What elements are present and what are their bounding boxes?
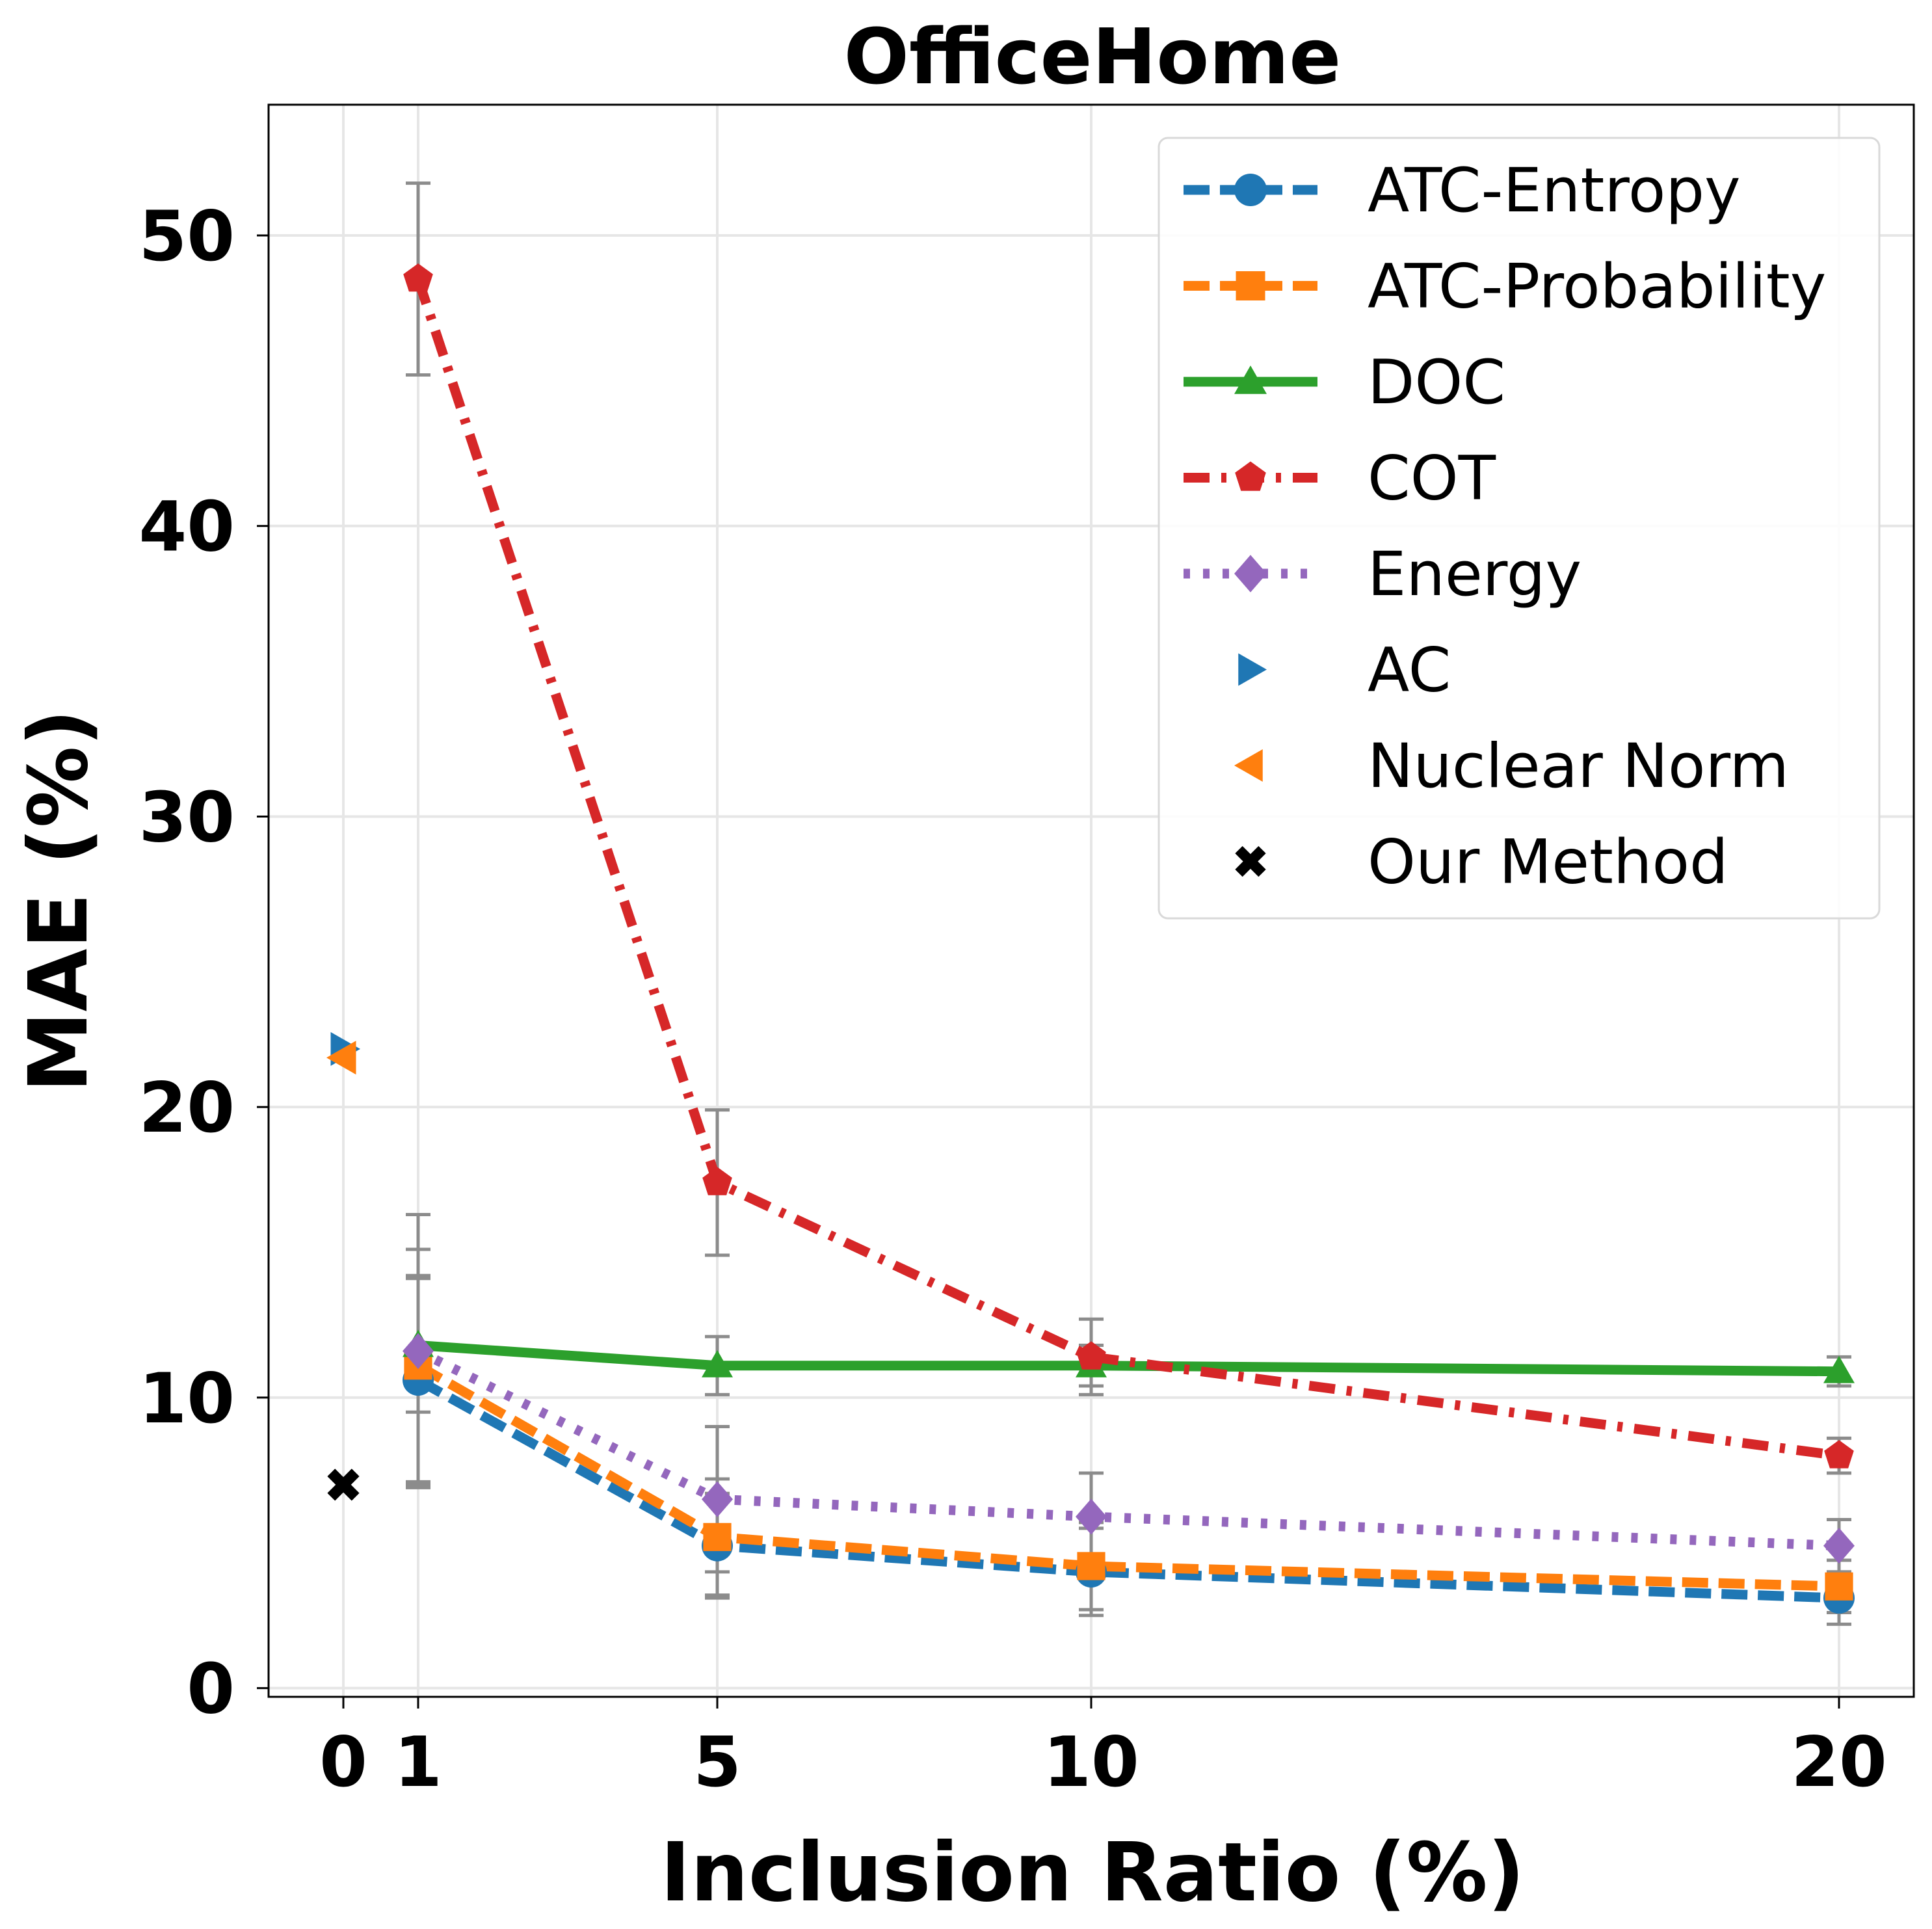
legend-label-ac: AC <box>1368 635 1451 706</box>
series-markers <box>326 263 1855 1614</box>
legend-label-our-method: Our Method <box>1368 827 1728 898</box>
x-tick-label-4: 20 <box>1791 1722 1887 1802</box>
data-point-energy-2 <box>1076 1498 1107 1535</box>
series-line-cot <box>413 277 1840 1461</box>
legend-label-energy: Energy <box>1368 539 1581 610</box>
legend-item-nuclear-norm: Nuclear Norm <box>1234 731 1789 802</box>
x-axis-label: Inclusion Ratio (%) <box>660 1826 1524 1920</box>
data-point-atc-probability-3 <box>1825 1572 1853 1601</box>
legend-label-cot: COT <box>1368 444 1496 514</box>
data-point-energy-0 <box>403 1333 434 1370</box>
y-tick-label-4: 40 <box>139 487 235 567</box>
legend-item-atc-probability: ATC-Probability <box>1184 252 1826 323</box>
legend-marker-doc <box>1234 366 1267 394</box>
legend-label-atc-probability: ATC-Probability <box>1368 252 1826 323</box>
y-axis-label: MAE (%) <box>12 709 106 1093</box>
legend-marker-ac <box>1238 653 1267 686</box>
y-tick-label-3: 30 <box>139 777 235 857</box>
legend-item-our-method: Our Method <box>1235 827 1728 898</box>
data-point-doc-3 <box>1823 1355 1855 1383</box>
data-point-cot-3 <box>1824 1440 1854 1469</box>
legend-box <box>1158 137 1881 920</box>
legend-item-energy: Energy <box>1184 539 1581 610</box>
y-tick-label-2: 20 <box>139 1068 235 1148</box>
data-point-atc-probability-2 <box>1077 1552 1105 1580</box>
series-lines <box>413 277 1840 1603</box>
legend-item-cot: COT <box>1184 444 1496 514</box>
y-tick-label-5: 50 <box>139 196 235 276</box>
x-tick-label-2: 5 <box>693 1722 741 1802</box>
data-point-our-method <box>327 1469 360 1501</box>
legend-item-ac: AC <box>1238 635 1451 706</box>
chart-title: OfficeHome <box>844 12 1342 101</box>
series-line-doc <box>417 1340 1840 1377</box>
legend-label-atc-entropy: ATC-Entropy <box>1368 155 1741 226</box>
legend-label-doc: DOC <box>1368 347 1505 418</box>
legend-marker-cot <box>1235 461 1266 491</box>
series-line-energy <box>416 1346 1840 1551</box>
legend-marker-atc-probability <box>1236 271 1265 300</box>
data-point-cot-0 <box>403 263 433 292</box>
data-point-atc-probability-1 <box>703 1523 732 1551</box>
series-line-atc-probability <box>416 1361 1840 1591</box>
legend-marker-atc-entropy <box>1234 174 1267 206</box>
data-point-nuclear-norm <box>326 1041 356 1075</box>
data-point-cot-2 <box>1076 1341 1106 1370</box>
y-tick-label-1: 10 <box>139 1359 235 1439</box>
legend-label-nuclear-norm: Nuclear Norm <box>1368 731 1789 802</box>
data-point-doc-1 <box>702 1350 733 1377</box>
legend-marker-nuclear-norm <box>1234 749 1263 782</box>
legend-item-atc-entropy: ATC-Entropy <box>1184 155 1741 226</box>
legend-marker-our-method <box>1235 845 1266 877</box>
data-point-energy-1 <box>702 1481 733 1517</box>
data-point-cot-1 <box>702 1167 732 1195</box>
x-tick-label-0: 0 <box>319 1722 367 1802</box>
series-line-atc-entropy <box>416 1376 1840 1603</box>
x-tick-label-1: 1 <box>394 1722 442 1802</box>
x-tick-label-3: 10 <box>1043 1722 1139 1802</box>
data-point-energy-3 <box>1823 1528 1855 1564</box>
y-tick-label-0: 0 <box>187 1649 235 1729</box>
legend-item-doc: DOC <box>1184 347 1505 418</box>
y-axis-ticks: 0 10 20 30 40 50 <box>139 196 269 1729</box>
x-axis-ticks: 0 1 5 10 20 <box>319 1697 1887 1802</box>
legend: ATC-Entropy ATC-Probability DOC COT Energy AC… <box>1158 137 1881 920</box>
legend-marker-energy <box>1234 555 1267 592</box>
